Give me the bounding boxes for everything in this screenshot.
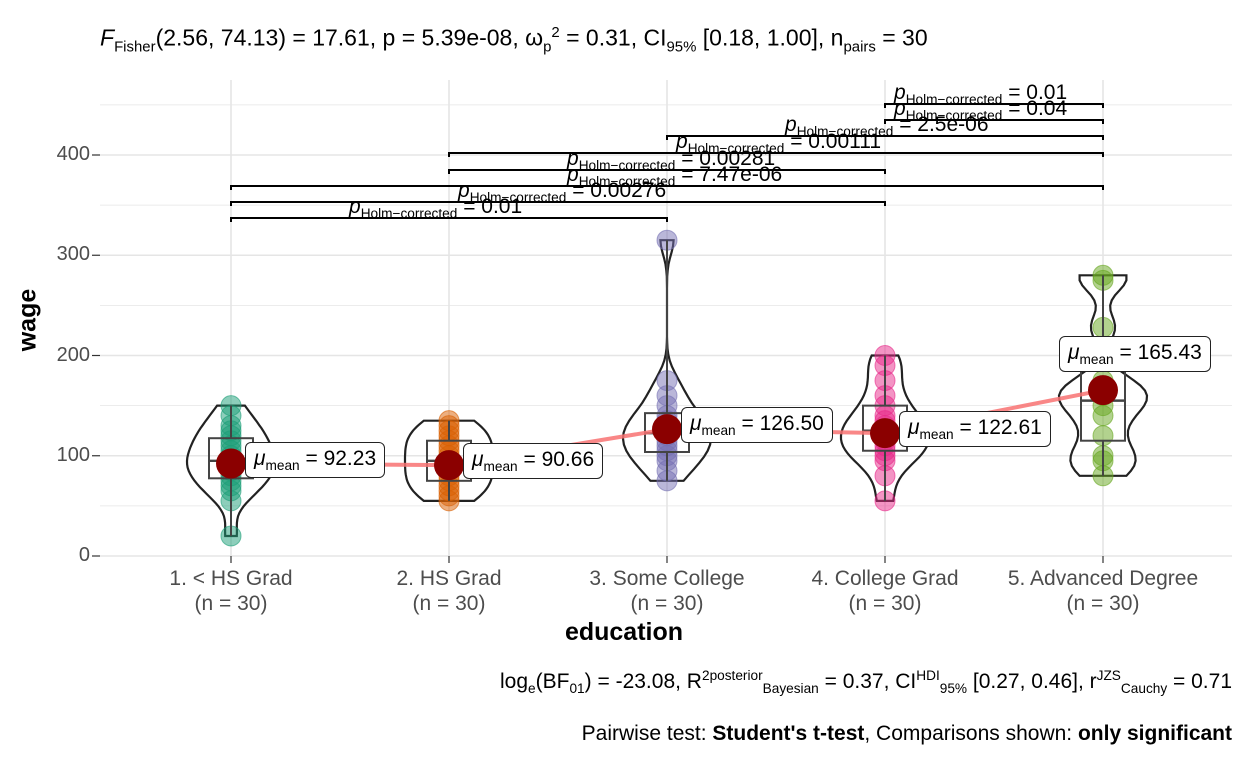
y-tick-label: 100: [56, 443, 90, 466]
x-tick-label: 1. < HS Grad (n = 30): [169, 567, 293, 615]
pairwise-bracket: [666, 135, 1104, 140]
x-tick-label: 2. HS Grad (n = 30): [396, 567, 502, 615]
pairwise-label: pHolm−corrected = 2.5e-06: [785, 113, 989, 140]
pairwise-label: pHolm−corrected = 7.47e-06: [567, 163, 783, 190]
x-tick-label: 4. College Grad (n = 30): [811, 567, 959, 615]
plot-title: FFisher(2.56, 74.13) = 17.61, p = 5.39e-…: [100, 24, 928, 56]
mean-point: [870, 418, 900, 449]
y-tick-label: 300: [56, 243, 90, 266]
pairwise-bracket: [230, 217, 668, 222]
violin-shape: [839, 354, 931, 502]
pairwise-label: pHolm−corrected = 0.01: [349, 195, 523, 222]
x-tick-label: 3. Some College (n = 30): [589, 567, 745, 615]
pairwise-bracket: [884, 119, 1104, 124]
pairwise-label: pHolm−corrected = 0.00111: [676, 130, 882, 157]
mean-label: μmean = 122.61: [899, 411, 1051, 448]
y-tick-label: 200: [56, 343, 90, 366]
bayes-caption: loge(BF01) = -23.08, R2posteriorBayesian…: [500, 668, 1232, 697]
mean-point: [434, 450, 464, 481]
violin-shape: [1057, 274, 1149, 477]
mean-point: [652, 414, 682, 445]
y-axis-title: wage: [13, 288, 42, 352]
x-axis-title: education: [564, 618, 684, 646]
mean-point: [216, 448, 246, 479]
mean-label: μmean = 90.66: [463, 443, 604, 480]
pairwise-caption: Pairwise test: Student's t-test, Compari…: [581, 722, 1232, 745]
pairwise-label: pHolm−corrected = 0.01: [894, 81, 1068, 108]
mean-label: μmean = 165.43: [1059, 336, 1211, 373]
x-tick-label: 5. Advanced Degree (n = 30): [1007, 567, 1199, 615]
pairwise-bracket: [230, 185, 1104, 190]
pairwise-label: pHolm−corrected = 0.04: [894, 97, 1068, 124]
y-tick-label: 400: [56, 143, 90, 165]
violin-shape: [185, 404, 277, 538]
pairwise-bracket: [884, 103, 1104, 108]
pairwise-bracket: [448, 169, 886, 174]
y-tick-label: 0: [78, 544, 90, 566]
mean-label: μmean = 126.50: [681, 407, 833, 444]
pairwise-label: pHolm−corrected = 0.00281: [567, 147, 776, 174]
mean-point: [1088, 375, 1118, 406]
pairwise-label: pHolm−corrected = 0.00276: [458, 179, 667, 206]
mean-label: μmean = 92.23: [245, 441, 386, 478]
pairwise-bracket: [448, 152, 1104, 157]
pairwise-bracket: [230, 201, 886, 206]
